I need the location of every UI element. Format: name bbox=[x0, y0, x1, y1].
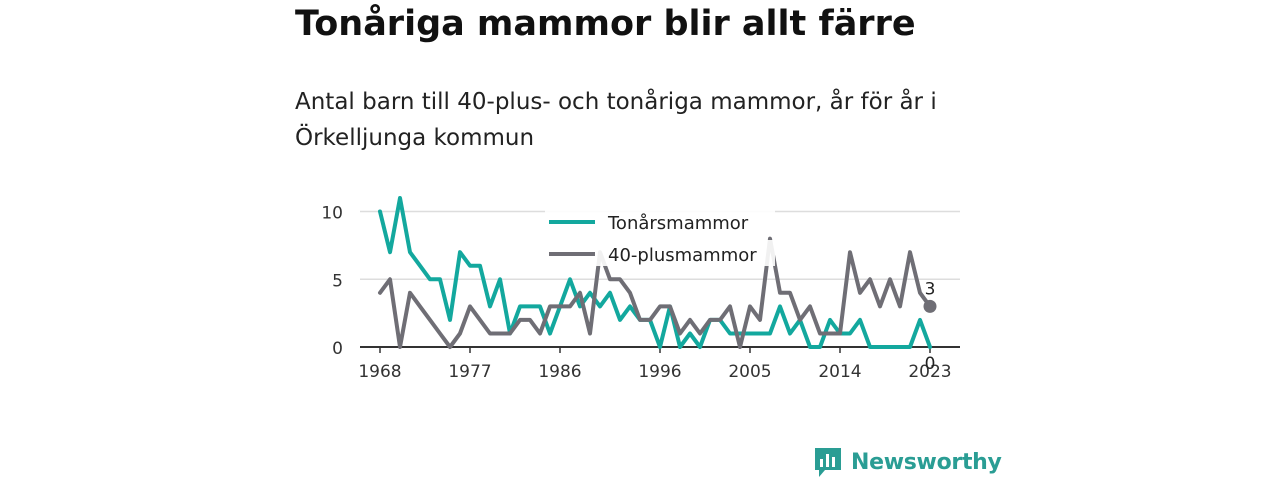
x-tick-label: 1968 bbox=[358, 362, 401, 382]
x-tick-label: 2023 bbox=[908, 362, 951, 382]
bar-chart-speech-bubble-icon bbox=[815, 448, 841, 477]
legend-label: 40-plusmammor bbox=[608, 245, 757, 266]
newsworthy-logo: Newsworthy bbox=[813, 446, 1002, 478]
legend-label: Tonårsmammor bbox=[607, 213, 749, 234]
x-tick-label: 2005 bbox=[728, 362, 771, 382]
series-line-40-plusmammor bbox=[378, 236, 932, 349]
end-label-40-plusmammor: 3 bbox=[925, 279, 936, 299]
y-tick-label: 5 bbox=[332, 271, 343, 291]
x-tick-label: 1996 bbox=[638, 362, 681, 382]
end-label-tonarsmammor: 0 bbox=[925, 354, 936, 374]
end-point-40-plusmammor bbox=[923, 299, 937, 313]
x-tick-label: 1977 bbox=[448, 362, 491, 382]
chart-subtitle: Antal barn till 40-plus- och tonåriga ma… bbox=[295, 89, 937, 151]
x-tick-label: 2014 bbox=[818, 362, 861, 382]
y-tick-label: 0 bbox=[332, 339, 343, 359]
x-tick-label: 1986 bbox=[538, 362, 581, 382]
brand-name: Newsworthy bbox=[851, 449, 1002, 475]
y-tick-label: 10 bbox=[321, 204, 343, 224]
chart-title: Tonåriga mammor blir allt färre bbox=[295, 4, 916, 44]
